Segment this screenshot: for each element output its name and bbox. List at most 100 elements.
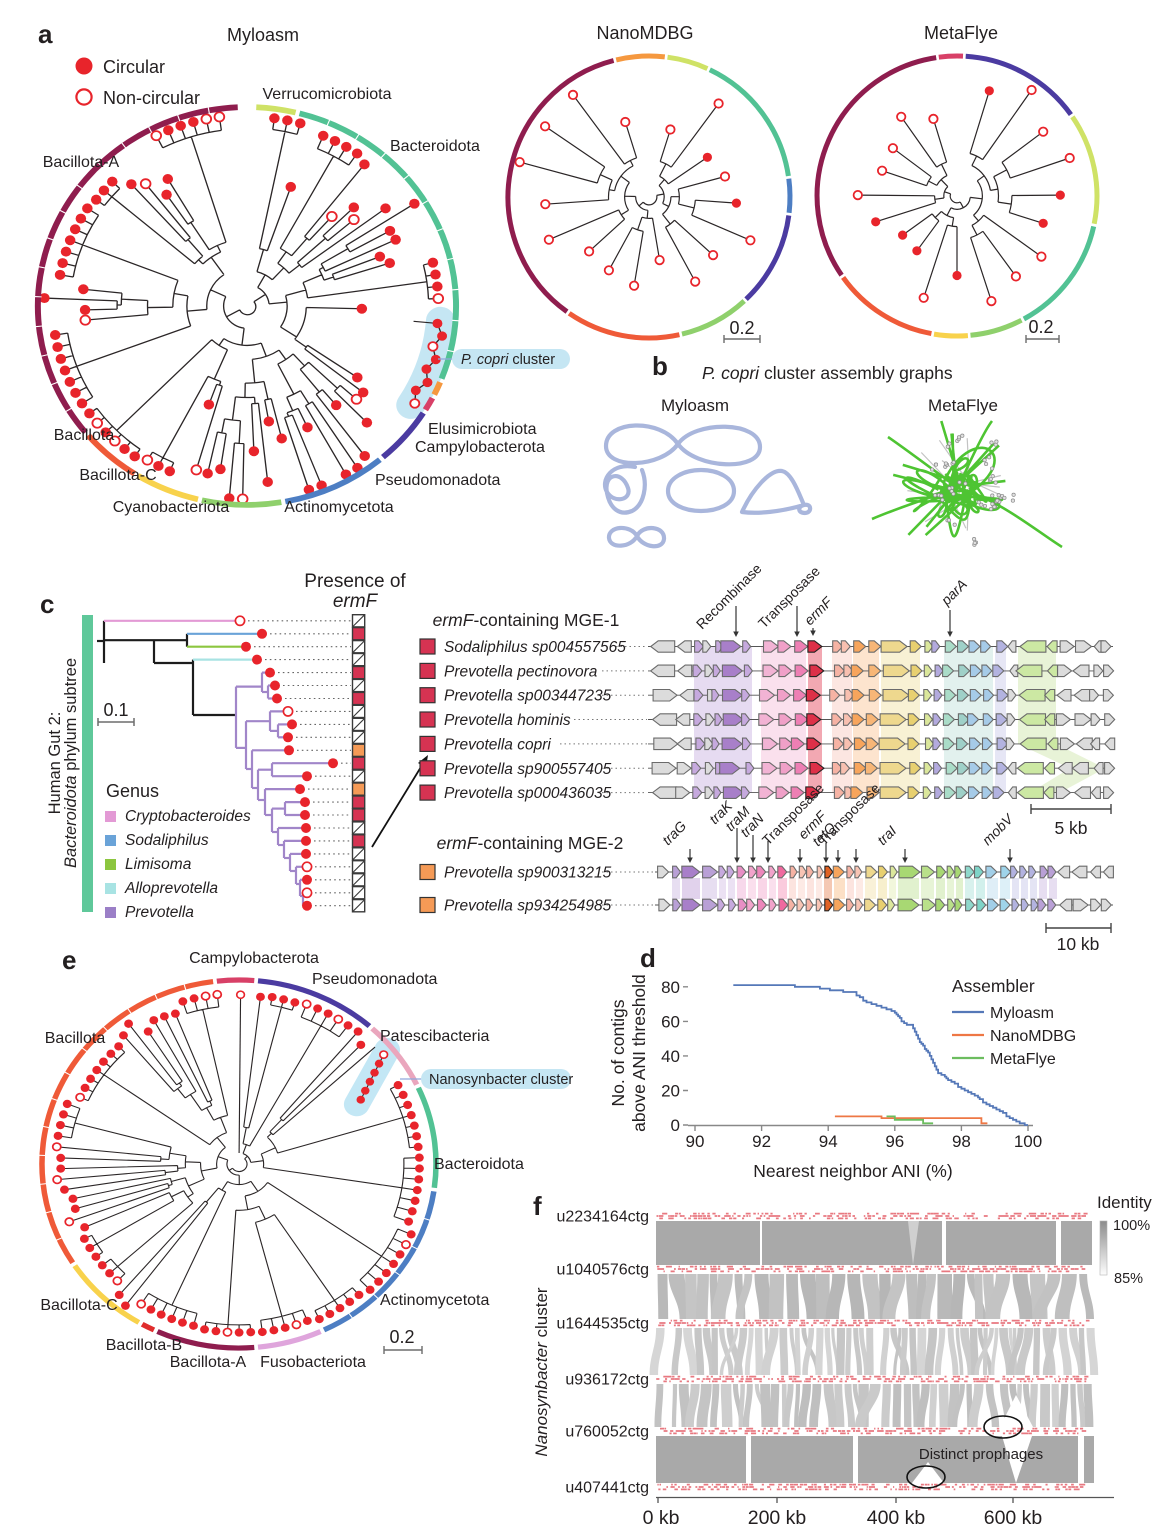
svg-text:Bacillota-A: Bacillota-A [170, 1354, 247, 1371]
svg-text:Pseudomonadota: Pseudomonadota [375, 472, 501, 489]
svg-text:Campylobacterota: Campylobacterota [415, 439, 545, 456]
svg-text:u1040576ctg: u1040576ctg [556, 1262, 649, 1279]
svg-text:b: b [652, 351, 668, 381]
svg-text:ermF-containing MGE-1: ermF-containing MGE-1 [433, 610, 620, 630]
svg-text:0: 0 [671, 1116, 680, 1135]
svg-text:Prevotella sp934254985: Prevotella sp934254985 [444, 898, 612, 915]
svg-text:Sodaliphilus: Sodaliphilus [125, 832, 209, 849]
svg-text:10 kb: 10 kb [1057, 934, 1100, 954]
svg-text:Recombinase: Recombinase [693, 560, 765, 632]
svg-text:Bacillota-B: Bacillota-B [106, 1337, 182, 1354]
svg-text:Human Gut 2:: Human Gut 2: [46, 712, 64, 815]
svg-text:60: 60 [661, 1012, 680, 1031]
svg-text:Nanosynbacter cluster: Nanosynbacter cluster [532, 1287, 551, 1456]
svg-text:u760052ctg: u760052ctg [565, 1424, 649, 1441]
svg-text:Pseudomonadota: Pseudomonadota [312, 971, 438, 988]
svg-text:No. of contigs: No. of contigs [608, 999, 628, 1106]
svg-text:NanoMDBG: NanoMDBG [990, 1028, 1076, 1045]
svg-text:0.1: 0.1 [103, 700, 128, 720]
svg-text:Myloasm: Myloasm [990, 1005, 1054, 1022]
svg-text:P. copri cluster assembly grap: P. copri cluster assembly graphs [702, 363, 953, 383]
svg-text:Verrucomicrobiota: Verrucomicrobiota [263, 86, 392, 103]
svg-text:f: f [533, 1191, 542, 1221]
svg-text:NanoMDBG: NanoMDBG [596, 23, 693, 43]
svg-text:600 kb: 600 kb [984, 1507, 1043, 1529]
svg-text:Bacteroidota: Bacteroidota [434, 1156, 524, 1173]
svg-text:Circular: Circular [103, 57, 165, 77]
svg-text:MetaFlye: MetaFlye [924, 23, 998, 43]
svg-text:Assembler: Assembler [952, 976, 1035, 996]
svg-text:Bacillota-A: Bacillota-A [43, 154, 120, 171]
svg-text:0.2: 0.2 [1028, 317, 1053, 337]
svg-text:40: 40 [661, 1047, 680, 1066]
svg-text:Campylobacterota: Campylobacterota [189, 950, 319, 967]
svg-text:Presence of: Presence of [304, 571, 406, 592]
svg-text:Fusobacteriota: Fusobacteriota [260, 1354, 366, 1371]
svg-text:98: 98 [952, 1132, 971, 1151]
svg-text:Alloprevotella: Alloprevotella [124, 880, 218, 897]
svg-text:Prevotella sp003447235: Prevotella sp003447235 [444, 688, 612, 705]
svg-text:Distinct prophages: Distinct prophages [919, 1446, 1043, 1463]
svg-text:Bacillota: Bacillota [54, 427, 115, 444]
svg-text:mobV: mobV [979, 810, 1017, 848]
svg-text:0.2: 0.2 [389, 1327, 414, 1347]
svg-text:traG: traG [659, 817, 690, 848]
svg-text:parA: parA [937, 576, 970, 609]
svg-text:traI: traI [874, 822, 900, 848]
svg-text:Actinomycetota: Actinomycetota [284, 499, 393, 516]
svg-text:90: 90 [686, 1132, 705, 1151]
svg-text:94: 94 [819, 1132, 838, 1151]
svg-text:92: 92 [752, 1132, 771, 1151]
svg-text:Nanosynbacter cluster: Nanosynbacter cluster [429, 1072, 573, 1088]
svg-text:Prevotella hominis: Prevotella hominis [444, 712, 571, 729]
svg-text:Elusimicrobiota: Elusimicrobiota [428, 421, 537, 438]
svg-text:d: d [640, 943, 656, 973]
svg-text:0.2: 0.2 [729, 318, 754, 338]
svg-text:above ANI threshold: above ANI threshold [629, 974, 649, 1132]
svg-text:Bacteroidota phylum subtree: Bacteroidota phylum subtree [62, 658, 80, 868]
svg-text:Patescibacteria: Patescibacteria [380, 1028, 489, 1045]
svg-text:Prevotella: Prevotella [125, 904, 194, 921]
svg-text:5 kb: 5 kb [1054, 818, 1087, 838]
svg-text:200 kb: 200 kb [748, 1507, 807, 1529]
svg-text:Cryptobacteroides: Cryptobacteroides [125, 808, 251, 825]
svg-text:100: 100 [1014, 1132, 1042, 1151]
svg-text:100%: 100% [1113, 1218, 1150, 1234]
svg-text:Non-circular: Non-circular [103, 88, 200, 108]
svg-text:Actinomycetota: Actinomycetota [380, 1292, 489, 1309]
svg-text:85%: 85% [1114, 1271, 1143, 1287]
svg-text:Prevotella sp000436035: Prevotella sp000436035 [444, 785, 612, 802]
svg-text:ermF: ermF [801, 593, 836, 628]
svg-text:0 kb: 0 kb [643, 1507, 680, 1529]
svg-text:Cyanobacteriota: Cyanobacteriota [113, 499, 230, 516]
svg-text:ermF: ermF [333, 591, 379, 612]
svg-text:Prevotella sp900557405: Prevotella sp900557405 [444, 761, 612, 778]
svg-text:96: 96 [885, 1132, 904, 1151]
svg-text:u1644535ctg: u1644535ctg [556, 1316, 649, 1333]
svg-text:Prevotella sp900313215: Prevotella sp900313215 [444, 865, 612, 882]
svg-text:20: 20 [661, 1082, 680, 1101]
svg-text:c: c [40, 589, 54, 619]
svg-text:Identity: Identity [1097, 1193, 1152, 1212]
svg-text:Bacteroidota: Bacteroidota [390, 138, 480, 155]
svg-text:P. copri cluster: P. copri cluster [461, 352, 555, 368]
svg-text:Sodaliphilus sp004557565: Sodaliphilus sp004557565 [444, 639, 626, 656]
svg-text:MetaFlye: MetaFlye [990, 1051, 1056, 1068]
svg-text:Prevotella copri: Prevotella copri [444, 736, 551, 753]
svg-text:u936172ctg: u936172ctg [565, 1372, 649, 1389]
svg-text:e: e [62, 945, 76, 975]
svg-text:u407441ctg: u407441ctg [565, 1480, 649, 1497]
svg-text:ermF-containing MGE-2: ermF-containing MGE-2 [437, 833, 624, 853]
svg-text:Myloasm: Myloasm [227, 25, 299, 45]
svg-text:400 kb: 400 kb [867, 1507, 926, 1529]
svg-text:Prevotella pectinovora: Prevotella pectinovora [444, 663, 598, 680]
svg-text:80: 80 [661, 978, 680, 997]
svg-text:a: a [38, 19, 53, 49]
svg-text:u2234164ctg: u2234164ctg [556, 1209, 649, 1226]
svg-text:Bacillota-C: Bacillota-C [40, 1297, 117, 1314]
svg-text:Myloasm: Myloasm [661, 396, 729, 415]
svg-text:Nearest neighbor ANI (%): Nearest neighbor ANI (%) [753, 1161, 952, 1181]
svg-text:Genus: Genus [106, 781, 159, 801]
svg-text:Bacillota: Bacillota [45, 1030, 106, 1047]
svg-text:Limisoma: Limisoma [125, 856, 192, 873]
